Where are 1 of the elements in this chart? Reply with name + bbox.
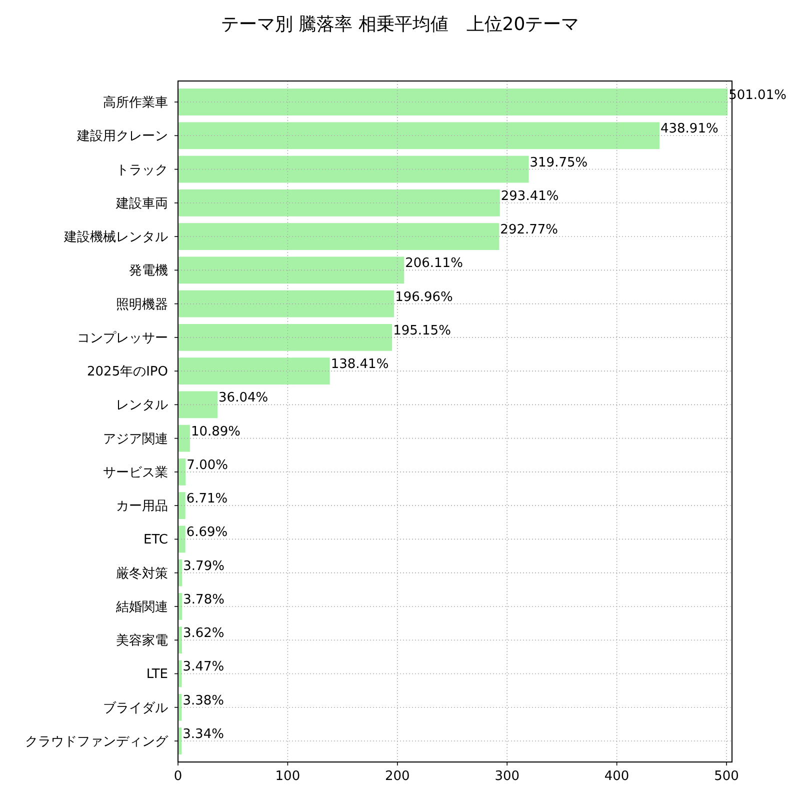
title: テーマ別 騰落率 相乗平均値 上位20テーマ [220,14,580,35]
